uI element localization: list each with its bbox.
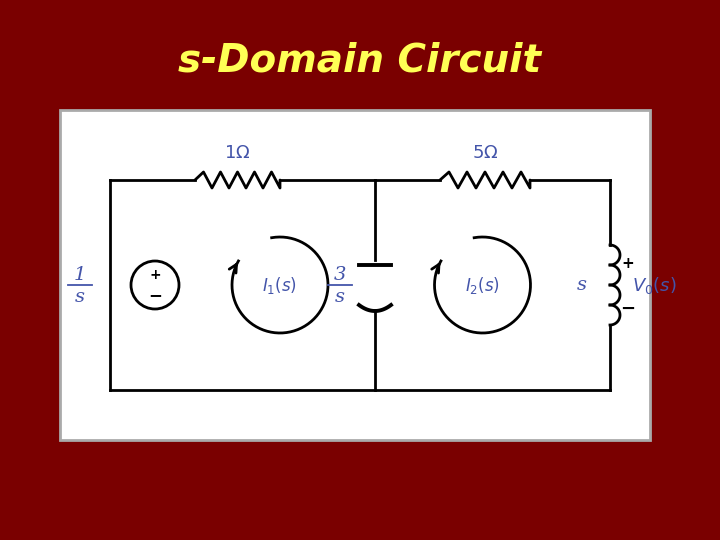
Text: +: + <box>621 255 634 271</box>
Text: −: − <box>621 300 636 318</box>
Text: −: − <box>148 286 162 304</box>
Text: s-Domain Circuit: s-Domain Circuit <box>179 41 541 79</box>
Text: s: s <box>577 276 587 294</box>
Text: $5\Omega$: $5\Omega$ <box>472 144 498 162</box>
Text: 1: 1 <box>74 266 86 284</box>
Text: $V_0(s)$: $V_0(s)$ <box>632 274 677 295</box>
Text: s: s <box>75 288 85 306</box>
Text: $I_1(s)$: $I_1(s)$ <box>263 274 297 295</box>
Text: +: + <box>149 268 161 282</box>
Text: s: s <box>335 288 345 306</box>
Text: $I_2(s)$: $I_2(s)$ <box>465 274 500 295</box>
Text: $1\Omega$: $1\Omega$ <box>224 144 251 162</box>
Text: 3: 3 <box>334 266 346 284</box>
FancyBboxPatch shape <box>60 110 650 440</box>
